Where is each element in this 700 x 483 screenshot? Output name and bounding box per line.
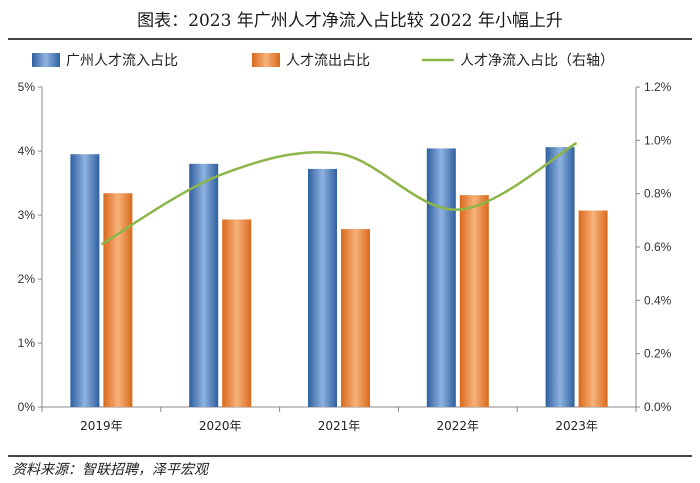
outflow-bar — [222, 219, 252, 407]
right-tick-label: 0.4% — [644, 293, 672, 307]
inflow-bar — [545, 147, 575, 407]
left-tick-label: 3% — [18, 208, 36, 222]
left-tick-label: 1% — [18, 336, 36, 350]
right-tick-label: 1.0% — [644, 133, 672, 147]
category-label: 2020年 — [199, 419, 242, 433]
bottom-rule — [8, 455, 692, 457]
left-tick-label: 2% — [18, 272, 36, 286]
left-tick-label: 0% — [18, 400, 36, 414]
inflow-bar — [189, 163, 219, 407]
right-tick-label: 0.6% — [644, 240, 672, 254]
net-inflow-line — [100, 141, 578, 246]
outflow-bar — [103, 193, 133, 407]
right-tick-label: 0.8% — [644, 187, 672, 201]
category-label: 2021年 — [318, 419, 361, 433]
right-tick-label: 1.2% — [644, 80, 672, 94]
legend-swatch — [252, 53, 280, 67]
source-note: 资料来源：智联招聘，泽平宏观 — [12, 462, 208, 478]
chart: 广州人才流入占比 人才流出占比 人才净流入占比（右轴） 0% 1% 2% 3% 4% 5% 0.… — [18, 53, 672, 433]
category-label: 2023年 — [555, 419, 598, 433]
category-label: 2019年 — [80, 419, 123, 433]
net-inflow-line-group — [100, 141, 578, 246]
legend-label: 广州人才流入占比 — [66, 53, 178, 69]
outflow-bar — [578, 210, 608, 407]
left-tick-label: 4% — [18, 144, 36, 158]
top-rule — [8, 38, 692, 40]
inflow-bar — [426, 148, 456, 407]
inflow-bar — [308, 168, 337, 407]
bars — [70, 147, 608, 407]
inflow-bar — [70, 154, 100, 407]
legend-label: 人才净流入占比（右轴） — [460, 53, 614, 69]
outflow-bar — [341, 229, 370, 407]
axes: 0% 1% 2% 3% 4% 5% 0.0% 0.2% 0.4% 0.6% 0.8% 1.0% 1.2%… — [18, 80, 672, 433]
right-tick-label: 0.0% — [644, 400, 672, 414]
chart-title: 图表：2023 年广州人才净流入占比较 2022 年小幅上升 — [137, 11, 563, 31]
outflow-bar — [459, 195, 489, 407]
right-tick-label: 0.2% — [644, 347, 672, 361]
category-label: 2022年 — [437, 419, 480, 433]
left-tick-label: 5% — [18, 80, 36, 94]
legend: 广州人才流入占比 人才流出占比 人才净流入占比（右轴） — [32, 53, 614, 69]
legend-label: 人才流出占比 — [286, 53, 370, 69]
legend-swatch — [32, 53, 60, 67]
